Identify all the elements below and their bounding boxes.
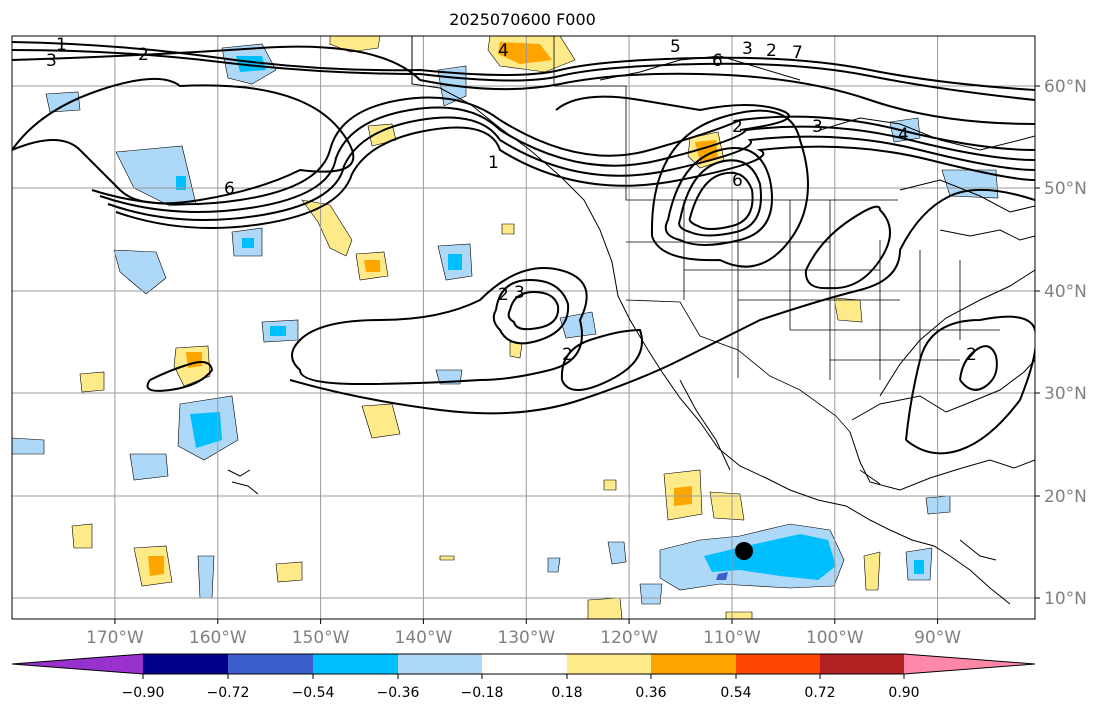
contour-label: 2 [498, 285, 509, 305]
lon-label: 130°W [497, 628, 555, 648]
map-background [12, 36, 1035, 619]
colorbar-tick-label: 0.36 [635, 685, 666, 701]
colorbar-segment [143, 654, 228, 674]
contour-label: 1 [56, 35, 67, 55]
lon-label: 160°W [189, 628, 247, 648]
contour-label-group: 1 2 3 4 5 6 7 2 3 6 2 3 2 2 1 6 4 2 3 [46, 35, 977, 365]
colorbar-tick-label: 0.18 [551, 685, 582, 701]
lon-label: 140°W [395, 628, 453, 648]
colorbar-extend-max [904, 654, 1035, 674]
lon-label: 100°W [806, 628, 864, 648]
colorbar-segment [313, 654, 398, 674]
colorbar-tick-label: −0.72 [207, 685, 250, 701]
lat-label: 30°N [1044, 384, 1087, 404]
contour-label: 2 [732, 117, 743, 137]
colorbar-tick-label: 0.72 [804, 685, 835, 701]
contour-label: 6 [224, 179, 235, 199]
colorbar-extend-min [12, 654, 143, 674]
colorbar-segment [398, 654, 482, 674]
contour-label: 3 [514, 283, 525, 303]
graticule [12, 36, 1035, 619]
anomaly-shading [12, 36, 999, 619]
map-frame [11, 35, 1036, 620]
contour-label: 1 [488, 153, 499, 173]
contour-label: 2 [138, 45, 149, 65]
lat-label: 40°N [1044, 282, 1087, 302]
contour-label: 6 [712, 51, 723, 71]
contour-lines [12, 41, 1035, 455]
colorbar-tick-label: −0.18 [461, 685, 504, 701]
contour-label: 3 [742, 39, 753, 59]
chart-title: 2025070600 F000 [449, 10, 596, 29]
colorbar-tick-label: −0.90 [122, 685, 165, 701]
lon-label: 170°W [86, 628, 144, 648]
lon-label: 90°W [914, 628, 961, 648]
colorbar: −0.90 −0.72 −0.54 −0.36 −0.18 0.18 0.36 … [11, 653, 1036, 701]
storm-center-marker [735, 542, 753, 560]
colorbar-tick-label: −0.54 [292, 685, 335, 701]
contour-label: 5 [670, 37, 681, 57]
latitude-labels: 60°N 50°N 40°N 30°N 20°N 10°N [1044, 77, 1087, 609]
colorbar-tick-label: −0.36 [377, 685, 420, 701]
lat-label: 20°N [1044, 487, 1087, 507]
contour-label: 3 [812, 117, 823, 137]
lon-label: 120°W [600, 628, 658, 648]
colorbar-segment [651, 654, 736, 674]
contour-label: 2 [562, 345, 573, 365]
lat-label: 60°N [1044, 77, 1087, 97]
longitude-labels: 170°W 160°W 150°W 140°W 130°W 120°W 110°… [86, 628, 961, 648]
contour-label: 2 [766, 41, 777, 61]
colorbar-segment [820, 654, 904, 674]
contour-label: 7 [792, 43, 803, 63]
contour-label: 6 [732, 171, 743, 191]
contour-label: 4 [498, 41, 509, 61]
colorbar-segment [482, 654, 567, 674]
colorbar-segment [567, 654, 651, 674]
colorbar-tick-label: 0.54 [720, 685, 751, 701]
country-borders [553, 36, 1000, 433]
lat-label: 10°N [1044, 589, 1087, 609]
lon-label: 110°W [703, 628, 761, 648]
contour-label: 2 [966, 345, 977, 365]
contour-label: 4 [898, 125, 909, 145]
axis-ticks [114, 85, 1040, 624]
lat-label: 50°N [1044, 179, 1087, 199]
contour-label: 3 [46, 51, 57, 71]
colorbar-segment [228, 654, 313, 674]
colorbar-segment [736, 654, 820, 674]
colorbar-tick-label: 0.90 [888, 685, 919, 701]
lon-label: 150°W [292, 628, 350, 648]
